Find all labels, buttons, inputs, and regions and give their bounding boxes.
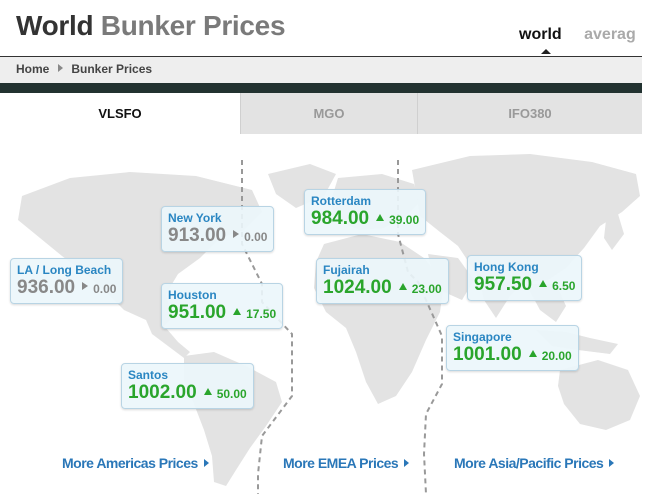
price-change: 23.00 — [411, 282, 442, 296]
up-arrow-icon — [528, 350, 537, 357]
tab-ifo380[interactable]: IFO380 — [417, 93, 642, 134]
page-title-primary: World — [16, 10, 94, 41]
chevron-right-icon — [404, 459, 410, 467]
price-change: 20.00 — [541, 349, 572, 363]
dark-divider-bar — [0, 83, 642, 93]
page-header: World Bunker Prices world averag — [0, 0, 654, 56]
region-dividers — [241, 160, 443, 495]
australia-shape — [558, 360, 640, 430]
up-arrow-icon — [398, 283, 407, 290]
price-card-new-york[interactable]: New York 913.00 0.00 — [161, 206, 275, 252]
up-arrow-icon — [376, 214, 385, 221]
breadcrumb: Home Bunker Prices — [0, 57, 642, 83]
price-value: 957.50 — [474, 274, 533, 295]
price-value: 984.00 — [311, 208, 370, 229]
chevron-right-icon — [203, 459, 209, 467]
up-arrow-icon — [203, 388, 212, 395]
more-americas-prices-link[interactable]: More Americas Prices — [62, 455, 209, 471]
price-card-houston[interactable]: Houston 951.00 17.50 — [161, 283, 284, 329]
price-value: 1024.00 — [323, 277, 392, 298]
port-name: Houston — [168, 288, 217, 302]
japan-shape — [604, 214, 624, 250]
fuel-tabs: VLSFO MGO IFO380 — [0, 93, 642, 134]
port-name: New York — [168, 211, 222, 225]
port-name: Hong Kong — [474, 260, 539, 274]
price-card-la-long-beach[interactable]: LA / Long Beach 936.00 0.00 — [10, 258, 124, 304]
flat-arrow-icon — [233, 230, 240, 238]
price-change: 39.00 — [389, 213, 420, 227]
price-card-singapore[interactable]: Singapore 1001.00 20.00 — [446, 325, 579, 371]
price-change: 50.00 — [216, 387, 247, 401]
flat-arrow-icon — [82, 282, 89, 290]
tab-mgo[interactable]: MGO — [240, 93, 417, 134]
americas-emea-divider — [241, 160, 293, 494]
more-emea-prices-link[interactable]: More EMEA Prices — [283, 455, 410, 471]
port-name: LA / Long Beach — [17, 263, 112, 277]
breadcrumb-chevron-icon — [58, 64, 64, 72]
price-value: 1001.00 — [453, 344, 522, 365]
price-change: 17.50 — [246, 307, 277, 321]
port-name: Fujairah — [323, 263, 370, 277]
central-america-shape — [146, 320, 190, 358]
price-value: 936.00 — [17, 277, 76, 298]
port-name: Santos — [128, 368, 169, 382]
price-value: 1002.00 — [128, 382, 197, 403]
chevron-right-icon — [609, 459, 615, 467]
more-emea-prices-label: More EMEA Prices — [283, 455, 399, 471]
price-change: 0.00 — [93, 282, 117, 296]
port-name: Singapore — [453, 330, 512, 344]
price-value: 951.00 — [168, 302, 227, 323]
view-tab-world[interactable]: world — [519, 26, 562, 54]
header-divider — [0, 56, 642, 57]
price-card-santos[interactable]: Santos 1002.00 50.00 — [121, 363, 254, 409]
page-title: World Bunker Prices — [16, 10, 286, 42]
price-change: 6.50 — [552, 279, 576, 293]
tab-vlsfo[interactable]: VLSFO — [0, 93, 240, 134]
more-asia-pacific-prices-link[interactable]: More Asia/Pacific Prices — [454, 455, 615, 471]
more-americas-prices-label: More Americas Prices — [62, 455, 198, 471]
price-value: 913.00 — [168, 225, 227, 246]
view-tabs: world averag — [519, 26, 654, 54]
price-change: 0.00 — [244, 230, 268, 244]
breadcrumb-current: Bunker Prices — [71, 62, 153, 76]
up-arrow-icon — [233, 308, 242, 315]
port-name: Rotterdam — [311, 194, 372, 208]
view-tab-averages[interactable]: averag — [584, 26, 636, 43]
price-card-rotterdam[interactable]: Rotterdam 984.00 39.00 — [304, 189, 427, 235]
breadcrumb-home-link[interactable]: Home — [16, 62, 50, 76]
more-asia-pacific-prices-label: More Asia/Pacific Prices — [454, 455, 604, 471]
price-card-hong-kong[interactable]: Hong Kong 957.50 6.50 — [467, 255, 583, 301]
page-title-secondary: Bunker Prices — [100, 10, 286, 41]
price-card-fujairah[interactable]: Fujairah 1024.00 23.00 — [316, 258, 449, 304]
up-arrow-icon — [539, 280, 548, 287]
